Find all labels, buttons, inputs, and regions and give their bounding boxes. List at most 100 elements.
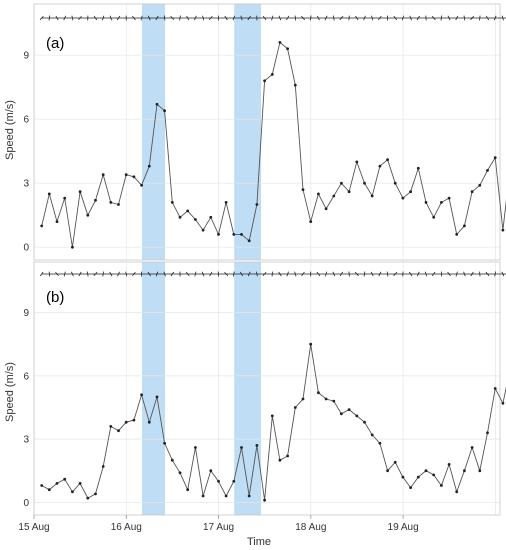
- speed-data-point: [355, 160, 359, 164]
- speed-data-point: [209, 215, 213, 219]
- speed-data-point: [201, 494, 205, 498]
- highlight-band-2: [234, 4, 262, 260]
- speed-data-point: [117, 203, 120, 206]
- speed-data-point: [86, 213, 90, 217]
- speed-data-point: [124, 173, 128, 177]
- speed-data-point: [324, 397, 328, 401]
- speed-data-point: [332, 194, 336, 198]
- speed-data-point: [217, 233, 220, 236]
- speed-data-point: [278, 41, 282, 44]
- y-tick-label: 0: [23, 498, 29, 509]
- speed-data-point: [255, 203, 259, 206]
- speed-data-point: [493, 387, 497, 390]
- y-tick-label: 9: [23, 308, 29, 319]
- y-tick-label: 6: [23, 371, 29, 382]
- speed-data-point: [347, 408, 351, 411]
- speed-data-point: [440, 484, 443, 487]
- speed-data-point: [416, 475, 420, 479]
- speed-data-point: [155, 102, 159, 106]
- speed-data-point: [470, 446, 474, 449]
- speed-data-point: [40, 224, 44, 228]
- speed-data-point: [186, 488, 190, 492]
- speed-data-point: [340, 412, 343, 416]
- speed-data-point: [470, 190, 474, 194]
- speed-data-point: [140, 183, 144, 187]
- speed-data-point: [101, 465, 105, 468]
- speed-data-point: [463, 469, 466, 473]
- speed-data-point: [409, 486, 412, 489]
- speed-data-point: [163, 109, 167, 113]
- speed-data-point: [370, 194, 374, 198]
- panel-label-b: (b): [46, 289, 64, 306]
- speed-data-point: [363, 420, 366, 424]
- chart-panel-a: 0 3 6 9 Speed (m/s) (a): [4, 3, 506, 261]
- speed-data-point: [224, 494, 228, 498]
- speed-data-point: [155, 395, 159, 399]
- speed-data-point: [332, 399, 336, 403]
- speed-series-line: [41, 41, 506, 248]
- y-tick-label: 3: [23, 435, 29, 446]
- speed-data-point: [286, 454, 289, 458]
- y-tick-label: 9: [23, 51, 29, 62]
- speed-data-point: [55, 482, 59, 485]
- x-axis-title: Time: [247, 536, 271, 548]
- highlight-band-1: [141, 262, 166, 515]
- speed-data-point: [301, 397, 305, 401]
- speed-data-point: [240, 446, 243, 449]
- speed-data-point: [132, 418, 136, 422]
- speed-data-point: [247, 494, 251, 498]
- speed-data-point: [309, 220, 313, 224]
- speed-data-point: [501, 401, 505, 405]
- speed-data-point: [317, 192, 320, 196]
- speed-data-point: [378, 164, 382, 168]
- speed-series-line: [41, 344, 506, 501]
- speed-data-point: [78, 482, 82, 485]
- speed-data-point: [501, 228, 505, 232]
- plot-frame: [33, 3, 501, 261]
- speed-data-point: [240, 233, 243, 236]
- speed-data-point: [186, 209, 190, 213]
- speed-data-point: [263, 79, 266, 83]
- speed-data-point: [416, 166, 420, 170]
- speed-data-point: [47, 488, 51, 492]
- speed-data-point: [447, 196, 451, 200]
- speed-data-point: [194, 218, 197, 221]
- speed-data-point: [178, 215, 182, 219]
- speed-data-point: [486, 431, 489, 435]
- speed-data-point: [486, 169, 489, 172]
- speed-data-point: [347, 190, 351, 194]
- speed-data-point: [270, 414, 274, 418]
- speed-data-point: [194, 446, 197, 449]
- speed-data-point: [370, 433, 374, 437]
- speed-data-point: [301, 188, 305, 192]
- speed-data-point: [71, 490, 74, 494]
- speed-data-point: [170, 458, 174, 462]
- wind-direction-arrow: [39, 271, 44, 277]
- chart-panel-b: 0 3 6 9 Speed (m/s) (b) 15 Aug 16 Aug 17 Aug 18 A…: [4, 261, 506, 548]
- speed-data-point: [293, 83, 297, 87]
- x-tick-label: 15 Aug: [18, 522, 49, 533]
- x-tick-label: 16 Aug: [111, 522, 142, 533]
- speed-data-point: [201, 228, 205, 232]
- y-tick-label: 0: [23, 243, 29, 254]
- speed-data-point: [109, 201, 113, 204]
- speed-data-point: [363, 181, 366, 185]
- speed-data-point: [393, 181, 397, 185]
- speed-data-point: [71, 245, 74, 249]
- speed-data-point: [324, 207, 328, 211]
- speed-data-point: [140, 393, 144, 397]
- y-tick-label: 6: [23, 115, 29, 126]
- speed-data-point: [232, 479, 236, 483]
- speed-data-point: [424, 201, 428, 204]
- speed-data-point: [47, 192, 51, 196]
- speed-data-point: [355, 414, 359, 418]
- speed-data-point: [278, 458, 282, 462]
- speed-data-point: [493, 156, 497, 160]
- speed-data-point: [132, 175, 136, 179]
- speed-data-point: [124, 420, 128, 424]
- speed-data-point: [101, 173, 105, 177]
- x-tick-label: 18 Aug: [295, 522, 326, 533]
- speed-data-point: [378, 441, 382, 445]
- y-axis-title: Speed (m/s): [4, 362, 16, 422]
